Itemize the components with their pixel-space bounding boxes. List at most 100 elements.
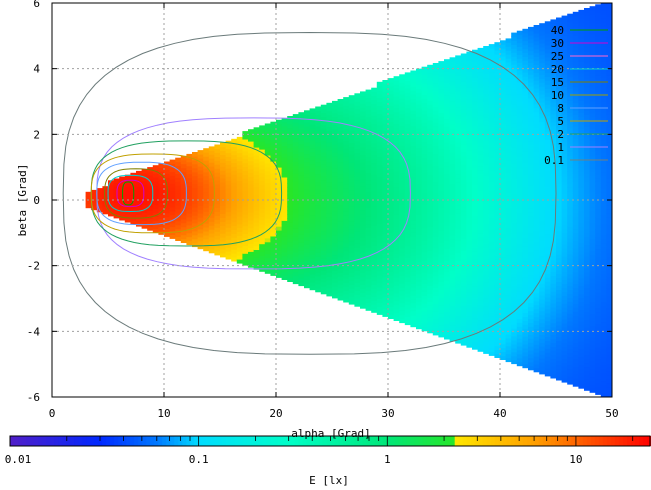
heatmap-cell [489,249,495,254]
heatmap-cell [438,298,444,303]
heatmap-cell [450,325,456,330]
heatmap-cell [427,140,433,145]
heatmap-cell [483,160,489,165]
heatmap-cell [321,231,327,236]
heatmap-cell [192,231,198,236]
heatmap-cell [590,97,596,102]
heatmap-cell [545,230,551,235]
heatmap-cell [478,75,484,80]
heatmap-cell [483,267,489,272]
heatmap-cell [595,249,601,254]
heatmap-cell [282,185,288,190]
heatmap-cell [366,94,372,99]
heatmap-cell [444,248,450,253]
heatmap-cell [584,335,590,340]
heatmap-cell [433,169,439,174]
heatmap-cell [472,341,478,346]
heatmap-cell [315,146,321,151]
heatmap-cell [556,348,562,353]
heatmap-cell [326,134,332,139]
heatmap-cell [427,175,433,180]
heatmap-cell [326,217,332,222]
heatmap-cell [444,225,450,230]
heatmap-cell [478,182,484,187]
heatmap-cell [399,267,405,272]
heatmap-cell [595,284,601,289]
heatmap-cell [338,276,344,281]
heatmap-cell [349,162,355,167]
heatmap-cell [237,176,243,181]
heatmap-cell [466,127,472,132]
heatmap-cell [203,223,209,228]
heatmap-cell [422,90,428,95]
heatmap-cell [416,317,422,322]
heatmap-cell [539,295,545,300]
heatmap-cell [315,229,321,234]
heatmap-cell [388,295,394,300]
heatmap-cell [472,235,478,240]
heatmap-cell [349,288,355,293]
heatmap-cell [528,62,534,67]
heatmap-cell [422,102,428,107]
heatmap-cell [466,83,472,88]
heatmap-cell [354,176,360,181]
heatmap-cell [506,168,512,173]
heatmap-cell [237,188,243,193]
heatmap-cell [332,211,338,216]
heatmap-cell [500,123,506,128]
heatmap-cell [377,86,383,91]
heatmap-cell [405,313,411,318]
heatmap-cell [254,135,260,140]
heatmap-cell [332,278,338,283]
heatmap-cell [550,287,556,292]
heatmap-cell [545,191,551,196]
heatmap-cell [590,223,596,228]
heatmap-cell [489,284,495,289]
heatmap-cell [349,253,355,257]
heatmap-cell [517,74,523,79]
heatmap-cell [450,156,456,161]
heatmap-cell [399,82,405,87]
heatmap-cell [433,256,439,261]
heatmap-cell [578,325,584,330]
heatmap-cell [427,85,433,90]
heatmap-cell [578,108,584,113]
heatmap-cell [539,303,545,308]
heatmap-cell [231,206,237,211]
heatmap-cell [416,313,422,318]
heatmap-cell [466,111,472,116]
heatmap-cell [478,213,484,218]
heatmap-cell [186,233,192,238]
heatmap-cell [461,258,467,263]
heatmap-cell [287,211,293,216]
heatmap-cell [466,249,472,254]
heatmap-cell [231,182,237,187]
heatmap-cell [343,172,349,177]
heatmap-cell [354,219,360,224]
heatmap-cell [427,183,433,188]
heatmap-cell [321,227,327,232]
heatmap-cell [293,138,299,143]
heatmap-cell [601,207,607,212]
heatmap-cell [506,247,512,252]
heatmap-cell [567,376,573,381]
heatmap-cell [517,236,523,241]
heatmap-cell [276,136,282,141]
heatmap-cell [556,238,562,243]
heatmap-cell [539,342,545,347]
heatmap-cell [338,296,344,301]
heatmap-cell [310,254,316,259]
heatmap-cell [545,175,551,180]
heatmap-cell [550,311,556,316]
heatmap-cell [198,229,204,234]
heatmap-cell [528,354,534,359]
heatmap-cell [573,79,579,84]
heatmap-cell [455,252,461,257]
heatmap-cell [242,186,248,191]
heatmap-cell [478,60,484,64]
heatmap-cell [595,387,601,392]
heatmap-cell [539,82,545,87]
heatmap-cell [287,148,293,153]
heatmap-cell [343,117,349,122]
heatmap-cell [416,242,422,247]
